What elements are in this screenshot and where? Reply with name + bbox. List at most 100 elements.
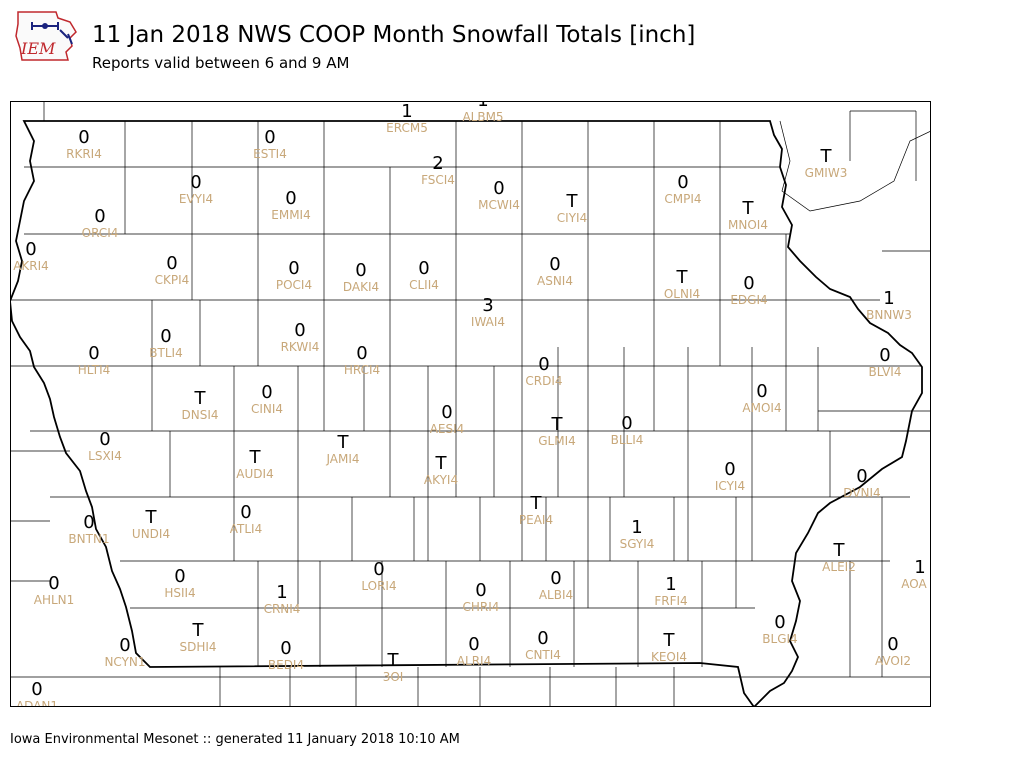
station-value: 0	[288, 258, 299, 279]
station-value: 1	[665, 574, 676, 595]
station-value: 0	[174, 566, 185, 587]
station-id: CHRI4	[463, 600, 500, 614]
station-value: 1	[477, 101, 488, 111]
station-value: 0	[418, 258, 429, 279]
station-id: HLTI4	[78, 363, 111, 377]
station-value: 0	[879, 345, 890, 366]
station-value: 0	[160, 326, 171, 347]
station-value: 0	[280, 638, 291, 659]
station-value: 0	[356, 343, 367, 364]
state-border	[10, 120, 923, 707]
station-id: UNDI4	[132, 527, 170, 541]
station-value: 0	[99, 429, 110, 450]
station-value: 0	[88, 343, 99, 364]
station-value: 0	[621, 413, 632, 434]
station-id: BLLI4	[611, 433, 644, 447]
page-subtitle: Reports valid between 6 and 9 AM	[92, 54, 350, 72]
station-value: 0	[261, 382, 272, 403]
station-id: RKWI4	[281, 340, 320, 354]
station-id: ORCI4	[82, 226, 119, 240]
station-value: 0	[373, 559, 384, 580]
station-id: BEDI4	[268, 658, 304, 672]
station-value: T	[551, 414, 564, 435]
station-id: LORI4	[361, 579, 396, 593]
station-id: ASNI4	[537, 274, 573, 288]
station-value: 2	[432, 153, 443, 174]
station-id: CMPI4	[664, 192, 701, 206]
station-id: ALRI4	[457, 654, 491, 668]
station-id: DVNI4	[843, 486, 880, 500]
station-value: 0	[743, 273, 754, 294]
station-value: T	[820, 146, 833, 167]
county-lines	[10, 101, 931, 707]
station-value: 1	[276, 582, 287, 603]
station-id: AKRI4	[13, 259, 49, 273]
station-value: 3	[482, 295, 493, 316]
station-id: ATLI4	[230, 522, 262, 536]
station-value: T	[194, 388, 207, 409]
station-id: RKRI4	[66, 147, 102, 161]
station-id: EVYI4	[179, 192, 213, 206]
station-id: ALBM5	[462, 110, 503, 124]
station-value: 0	[78, 127, 89, 148]
station-id: NCYN1	[104, 655, 145, 669]
station-value: 1	[631, 517, 642, 538]
station-id: AOA	[901, 577, 927, 591]
station-value: 0	[549, 254, 560, 275]
station-value: 0	[166, 253, 177, 274]
station-value: T	[663, 630, 676, 651]
station-id: GMIW3	[805, 166, 848, 180]
station-value: 0	[264, 127, 275, 148]
station-value: 0	[677, 172, 688, 193]
station-value: 0	[550, 568, 561, 589]
station-id: 3OI	[383, 670, 404, 684]
station-value: T	[833, 540, 846, 561]
page-title: 11 Jan 2018 NWS COOP Month Snowfall Tota…	[92, 22, 696, 48]
station-id: CLII4	[409, 278, 439, 292]
station-value: 0	[285, 188, 296, 209]
station-id: BNNW3	[866, 308, 912, 322]
station-id: POCI4	[276, 278, 312, 292]
station-id: ADAN1	[16, 699, 58, 707]
